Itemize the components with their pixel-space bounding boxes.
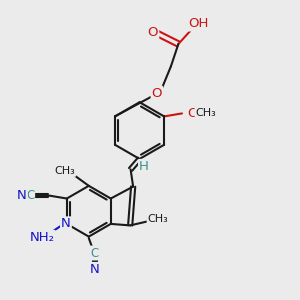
Text: H: H [139,160,149,173]
Text: CH₃: CH₃ [148,214,168,224]
Text: N: N [61,218,71,230]
Text: N: N [17,189,27,202]
Text: OH: OH [188,17,208,31]
Text: CH₃: CH₃ [196,108,216,118]
Text: N: N [90,263,100,276]
Text: NH₂: NH₂ [29,231,55,244]
Text: O: O [152,87,162,100]
Text: O: O [187,107,198,120]
Text: C: C [91,247,99,260]
Text: O: O [148,26,158,38]
Text: C: C [26,189,34,202]
Text: CH₃: CH₃ [55,166,75,176]
